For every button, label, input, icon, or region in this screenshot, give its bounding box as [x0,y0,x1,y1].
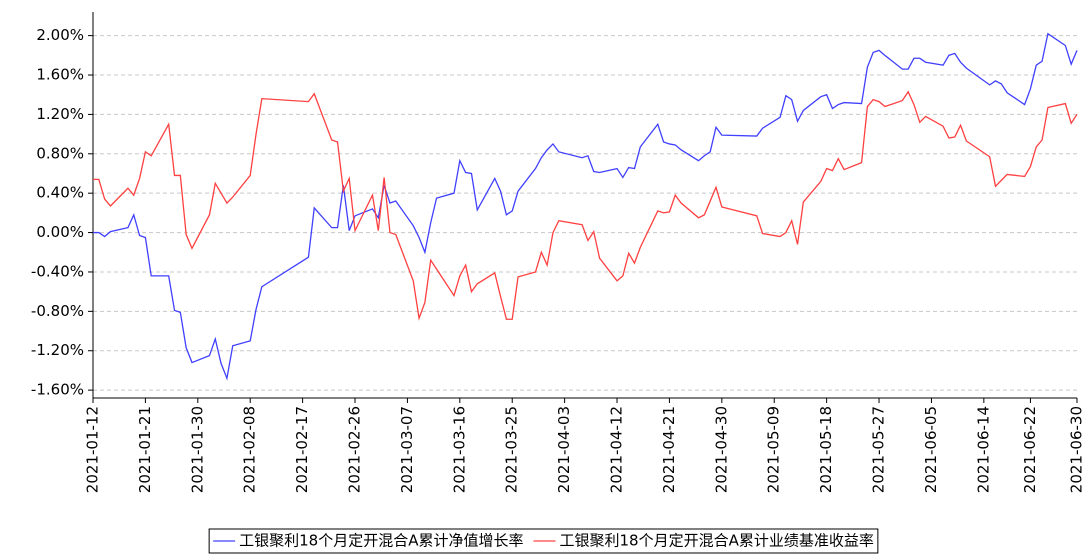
x-tick-label: 2021-06-22 [1021,406,1039,493]
series-line [93,32,1078,381]
x-tick-label: 2021-03-16 [450,406,468,493]
legend-label: 工银聚利18个月定开混合A累计业绩基准收益率 [560,532,874,550]
y-tick-label: -1.20% [31,341,84,359]
x-tick-label: 2021-01-30 [188,406,206,493]
x-tick-label: 2021-06-30 [1068,406,1086,493]
x-tick-label: 2021-05-09 [765,406,783,493]
legend-label: 工银聚利18个月定开混合A累计净值增长率 [239,532,523,550]
y-tick-label: -1.60% [31,381,84,399]
x-tick-label: 2021-05-18 [817,406,835,493]
x-tick-label: 2021-05-27 [870,406,888,493]
y-tick-label: 1.20% [36,105,84,123]
x-tick-label: 2021-06-14 [974,406,992,493]
x-tick-label: 2021-01-12 [84,406,102,493]
x-tick-label: 2021-02-26 [346,406,364,493]
legend: 工银聚利18个月定开混合A累计净值增长率 工银聚利18个月定开混合A累计业绩基准收… [208,528,879,554]
y-tick-label: 1.60% [36,66,84,84]
y-tick-label: 2.00% [36,26,84,44]
y-tick-label: -0.40% [31,262,84,280]
x-tick-label: 2021-04-21 [660,406,678,493]
x-tick-label: 2021-04-03 [555,406,573,493]
y-tick-label: 0.00% [36,223,84,241]
x-tick-label: 2021-03-25 [503,406,521,493]
x-tick-label: 2021-03-07 [398,406,416,493]
x-tick-label: 2021-04-12 [608,406,626,493]
x-tick-label: 2021-02-17 [293,406,311,493]
series-line [93,90,1078,321]
x-tick-label: 2021-02-08 [241,406,259,493]
y-tick-label: 0.40% [36,184,84,202]
x-tick-label: 2021-06-05 [922,406,940,493]
y-tick-label: -0.80% [31,302,84,320]
y-tick-label: 0.80% [36,144,84,162]
x-tick-label: 2021-01-21 [136,406,154,493]
x-tick-label: 2021-04-30 [712,406,730,493]
